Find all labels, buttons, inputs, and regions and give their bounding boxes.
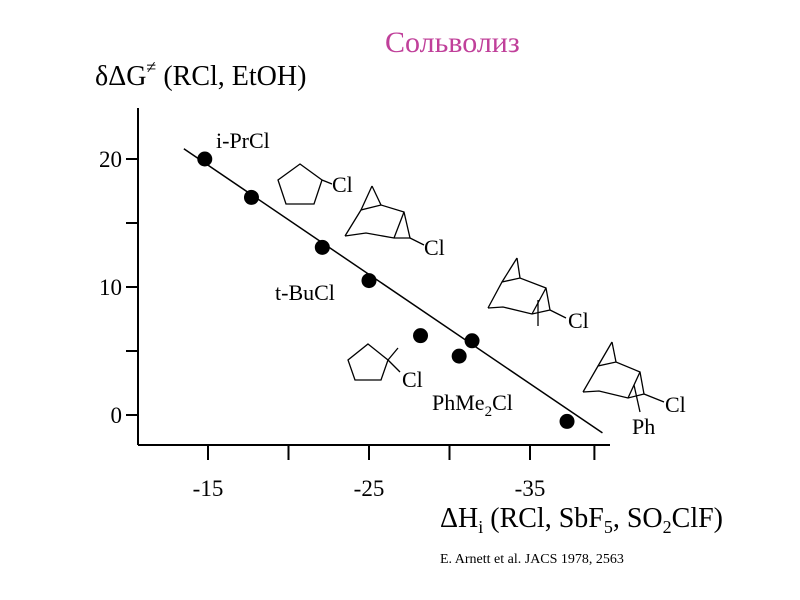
axis-ticks: 0 10 20 -15 -25 -35 bbox=[99, 147, 596, 501]
structure-labels: i-PrCl Cl Cl t-BuCl Cl bbox=[216, 128, 686, 439]
x-tick-label: -35 bbox=[515, 476, 546, 501]
data-point bbox=[197, 151, 213, 167]
x-tick-label: -15 bbox=[193, 476, 224, 501]
data-point bbox=[451, 348, 467, 364]
data-point bbox=[464, 333, 480, 349]
data-points bbox=[197, 151, 575, 429]
label-phenylnorbornyl-cl: Cl bbox=[665, 392, 686, 417]
data-point bbox=[413, 328, 429, 344]
label-phme2cl: PhMe2Cl bbox=[432, 390, 513, 420]
slide-title: Сольволиз bbox=[385, 26, 520, 59]
methylcyclopentyl-chloride-structure: Cl bbox=[347, 343, 423, 392]
data-point bbox=[361, 273, 377, 289]
norbornyl-chloride-structure: Cl bbox=[344, 185, 445, 260]
data-point bbox=[314, 239, 330, 255]
label-t-bucl: t-BuCl bbox=[275, 280, 335, 305]
data-point bbox=[559, 413, 575, 429]
fit-line bbox=[183, 148, 603, 434]
data-point bbox=[243, 189, 259, 205]
citation: E. Arnett et al. JACS 1978, 2563 bbox=[440, 552, 624, 567]
label-ph: Ph bbox=[632, 414, 655, 439]
y-tick-label: 10 bbox=[99, 275, 122, 300]
methylnorbornyl-chloride-structure: Cl bbox=[487, 257, 589, 333]
y-tick-label: 20 bbox=[99, 147, 122, 172]
cyclopentyl-chloride-structure: Cl bbox=[277, 163, 353, 205]
label-cyclopentyl-cl: Cl bbox=[332, 172, 353, 197]
label-i-prcl: i-PrCl bbox=[216, 128, 270, 153]
x-tick-label: -25 bbox=[354, 476, 385, 501]
label-methylnorbornyl-cl: Cl bbox=[568, 308, 589, 333]
label-norbornyl-cl: Cl bbox=[424, 235, 445, 260]
x-axis-label: ΔHi (RCl, SbF5, SO2ClF) bbox=[440, 503, 723, 537]
y-axis-label: δΔG≠ (RCl, EtOH) bbox=[95, 57, 306, 92]
y-tick-label: 0 bbox=[111, 403, 123, 428]
label-methylcyclopentyl-cl: Cl bbox=[402, 367, 423, 392]
phenylnorbornyl-chloride-structure: Cl Ph bbox=[582, 341, 686, 439]
plot-axes bbox=[137, 108, 610, 446]
